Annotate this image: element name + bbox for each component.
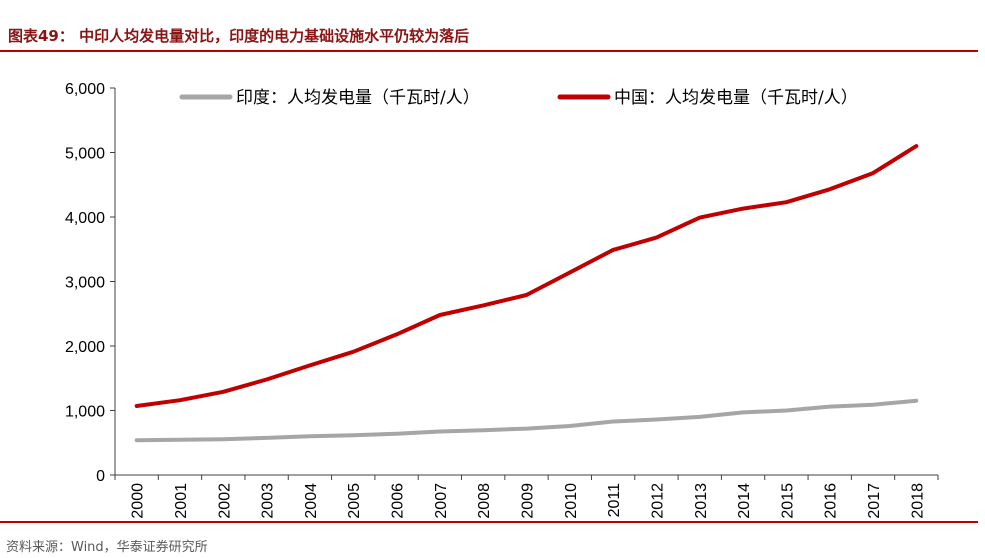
x-tick-label: 2015 xyxy=(779,483,796,519)
x-tick-label: 2002 xyxy=(216,483,233,519)
x-tick-label: 2001 xyxy=(173,483,190,519)
x-tick-label: 2016 xyxy=(823,483,840,519)
y-tick-label: 0 xyxy=(96,468,105,485)
page-title: 图表49： 中印人均发电量对比，印度的电力基础设施水平仍较为落后 xyxy=(8,27,470,45)
x-tick-label: 2017 xyxy=(866,483,883,519)
x-tick-label: 2000 xyxy=(130,483,147,519)
x-tick-label: 2008 xyxy=(476,483,493,519)
y-tick-label: 6,000 xyxy=(65,81,105,98)
x-tick-label: 2003 xyxy=(260,483,277,519)
x-tick-label: 2014 xyxy=(736,483,753,519)
x-tick-label: 2009 xyxy=(520,483,537,519)
y-tick-label: 4,000 xyxy=(65,210,105,227)
x-tick-label: 2007 xyxy=(433,483,450,519)
x-tick-label: 2012 xyxy=(649,483,666,519)
legend-label: 中国：人均发电量（千瓦时/人） xyxy=(614,88,858,108)
header-rule xyxy=(0,50,978,52)
x-tick-label: 2011 xyxy=(606,483,623,518)
x-tick-label: 2013 xyxy=(693,483,710,519)
y-tick-label: 3,000 xyxy=(65,275,105,292)
x-tick-label: 2006 xyxy=(390,483,407,519)
y-tick-label: 1,000 xyxy=(65,404,105,421)
x-tick-label: 2004 xyxy=(303,483,320,519)
source-note: 资料来源：Wind，华泰证券研究所 xyxy=(6,540,208,555)
x-tick-label: 2010 xyxy=(563,483,580,519)
x-tick-label: 2018 xyxy=(909,483,926,519)
x-tick-label: 2005 xyxy=(346,483,363,519)
series-line-india xyxy=(134,398,919,443)
series-line-china xyxy=(134,144,919,408)
y-tick-label: 5,000 xyxy=(65,146,105,163)
footer-rule xyxy=(0,521,978,523)
legend-label: 印度：人均发电量（千瓦时/人） xyxy=(236,88,480,108)
y-tick-label: 2,000 xyxy=(65,339,105,356)
